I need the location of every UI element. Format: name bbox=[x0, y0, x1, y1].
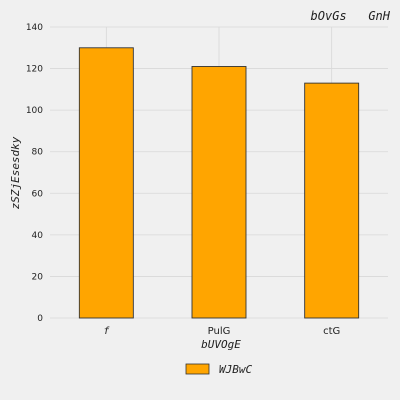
y-tick-label: 60 bbox=[32, 189, 44, 199]
x-tick-labels: f PulG ctG bbox=[103, 326, 340, 337]
x-axis-label: bUVOgE bbox=[201, 338, 241, 351]
y-tick-label: 140 bbox=[26, 23, 43, 33]
chart-title: bOvGs GnH bbox=[311, 9, 391, 23]
bars bbox=[78, 47, 360, 319]
y-tick-label: 100 bbox=[26, 106, 43, 116]
x-tick-label: f bbox=[103, 326, 110, 337]
bar-f bbox=[78, 47, 134, 319]
legend-swatch bbox=[185, 363, 210, 375]
y-tick-label: 40 bbox=[32, 231, 44, 241]
y-tick-labels: 0 20 40 60 80 100 120 140 bbox=[26, 23, 43, 324]
y-axis-label: zSZjEsesdky bbox=[9, 136, 22, 209]
x-tick-label: PulG bbox=[208, 326, 231, 337]
y-tick-label: 80 bbox=[32, 148, 44, 158]
bar-pulg bbox=[191, 66, 247, 319]
y-tick-label: 120 bbox=[26, 65, 43, 75]
y-tick-label: 0 bbox=[37, 314, 43, 324]
legend: WJBwC bbox=[185, 363, 252, 376]
bar-ctg bbox=[304, 82, 360, 319]
y-tick-label: 20 bbox=[32, 272, 44, 282]
x-tick-label: ctG bbox=[323, 326, 340, 337]
legend-label: WJBwC bbox=[219, 363, 252, 376]
